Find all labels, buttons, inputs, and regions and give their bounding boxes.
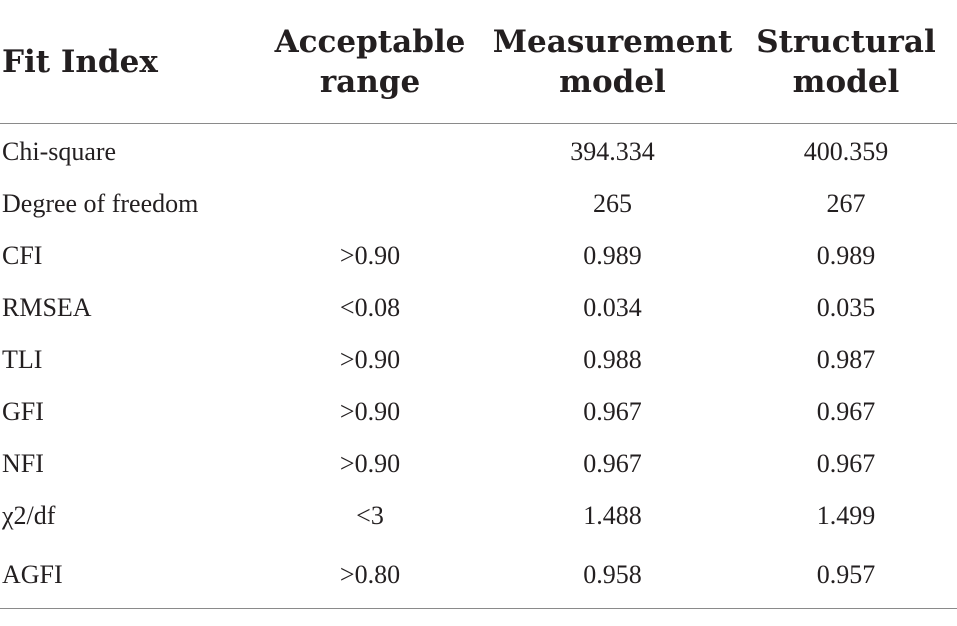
cell-acceptable-range: <3: [356, 501, 384, 530]
cell-structural-model: 1.499: [816, 501, 876, 530]
cell-measurement-model: 265: [593, 189, 632, 218]
cell-measurement-model: 0.988: [583, 345, 642, 374]
header-acceptable-range-line-1: Acceptable: [274, 23, 466, 60]
header-structural-model-line-2: model: [792, 63, 900, 100]
cell-structural-model: 0.957: [735, 542, 957, 609]
cell-fit-index: RMSEA: [2, 293, 92, 322]
table-row: CFI >0.90 0.989 0.989: [0, 230, 957, 282]
cell-structural-model: 0.987: [816, 345, 876, 374]
header-measurement-model-line-1: Measurement: [492, 23, 733, 60]
cell-acceptable-range: >0.90: [339, 397, 401, 426]
table-row: Degree of freedom 265 267: [0, 178, 957, 230]
cell-measurement-model: 394.334: [570, 137, 655, 166]
cell-acceptable-range: >0.80: [250, 542, 490, 609]
cell-acceptable-range: [250, 124, 490, 179]
header-measurement-model: Measurement model: [490, 0, 735, 124]
header-measurement-model-line-2: model: [559, 63, 666, 100]
cell-measurement-model: 0.967: [583, 397, 642, 426]
cell-structural-model: 0.967: [816, 397, 876, 426]
table-row: χ2/df <3 1.488 1.499: [0, 490, 957, 542]
table-row: TLI >0.90 0.988 0.987: [0, 334, 957, 386]
table-row: RMSEA <0.08 0.034 0.035: [0, 282, 957, 334]
table-row: Chi-square 394.334 400.359: [0, 124, 957, 179]
header-fit-index-line-1: Fit Index: [2, 43, 158, 80]
cell-structural-model: 400.359: [803, 137, 889, 166]
cell-structural-model: 0.035: [816, 293, 876, 322]
cell-measurement-model: 0.989: [583, 241, 642, 270]
cell-fit-index: Chi-square: [2, 137, 117, 166]
header-acceptable-range: Acceptable range: [250, 0, 490, 124]
cell-fit-index: CFI: [2, 241, 43, 270]
cell-acceptable-range: <0.08: [339, 293, 401, 322]
cell-acceptable-range: >0.90: [339, 241, 401, 270]
header-acceptable-range-line-2: range: [319, 63, 421, 100]
header-structural-model: Structural model: [735, 0, 957, 124]
header-row: Fit Index Acceptable range Measurement m…: [0, 0, 957, 124]
cell-fit-index: Degree of freedom: [2, 189, 199, 218]
fit-index-table: Fit Index Acceptable range Measurement m…: [0, 0, 957, 609]
cell-fit-index: NFI: [2, 449, 44, 478]
table-row: NFI >0.90 0.967 0.967: [0, 438, 957, 490]
cell-measurement-model: 0.967: [583, 449, 642, 478]
cell-fit-index: AGFI: [0, 542, 250, 609]
cell-fit-index: χ2/df: [2, 501, 56, 530]
cell-acceptable-range: >0.90: [339, 345, 401, 374]
table-row: GFI >0.90 0.967 0.967: [0, 386, 957, 438]
table-header: Fit Index Acceptable range Measurement m…: [0, 0, 957, 124]
cell-fit-index: TLI: [2, 345, 43, 374]
cell-structural-model: 0.967: [816, 449, 876, 478]
cell-structural-model: 267: [826, 189, 866, 218]
header-structural-model-line-1: Structural: [756, 23, 936, 60]
cell-measurement-model: 1.488: [583, 501, 642, 530]
table-body: Chi-square 394.334 400.359 Degree of fre…: [0, 124, 957, 609]
header-fit-index: Fit Index: [0, 0, 250, 124]
table-row: AGFI >0.80 0.958 0.957: [0, 542, 957, 609]
cell-acceptable-range: [250, 178, 490, 230]
cell-acceptable-range: >0.90: [339, 449, 401, 478]
cell-fit-index: GFI: [2, 397, 44, 426]
cell-structural-model: 0.989: [816, 241, 876, 270]
cell-measurement-model: 0.958: [490, 542, 735, 609]
cell-measurement-model: 0.034: [583, 293, 642, 322]
